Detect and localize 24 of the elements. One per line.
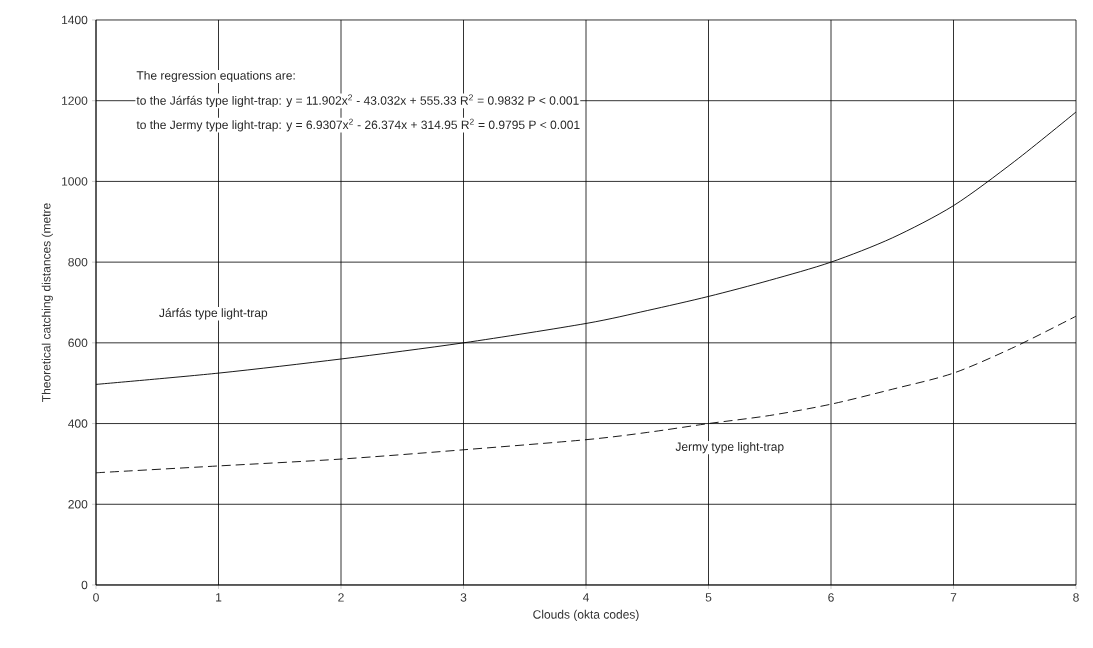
- y-tick-label: 600: [68, 338, 88, 348]
- y-axis-title: Theoretical catching distances (metre: [41, 203, 53, 402]
- y-tick-label: 200: [68, 500, 88, 509]
- annotation: Jermy type light-trap: [675, 442, 784, 454]
- x-tick-label: 4: [582, 593, 589, 602]
- y-tick-label: 1200: [62, 96, 88, 105]
- x-tick-label: 1: [216, 593, 222, 602]
- y-tick-label: 400: [68, 419, 88, 428]
- x-tick-label: 3: [460, 593, 467, 602]
- x-tick-label: 6: [828, 593, 834, 602]
- x-tick-label: 8: [1073, 593, 1079, 602]
- x-tick-label: 7: [950, 593, 957, 602]
- y-tick-label: 1000: [62, 177, 88, 186]
- x-axis-title: Clouds (okta codes): [533, 609, 639, 622]
- y-tick-label: 0: [81, 580, 88, 590]
- annotation: The regression equations are:: [136, 70, 295, 83]
- y-tick-label: 1400: [62, 15, 88, 25]
- x-tick-label: 2: [338, 593, 344, 602]
- y-tick-label: 800: [68, 257, 88, 267]
- annotation: Járfás type light-trap: [159, 308, 268, 320]
- annotation: to the Jermy type light-trap: y = 6.9307x$^{2}$ - 26.374x + 314.95 R$^{2}$ = 0.9795 P < 0.001: [136, 118, 580, 132]
- annotation: to the Járfás type light-trap: y = 11.902x$^{2}$ - 43.032x + 555.33 R$^{2}$ = 0.9832 P < 0.001: [136, 94, 579, 108]
- x-tick-label: 0: [93, 593, 99, 602]
- x-tick-label: 5: [705, 593, 712, 602]
